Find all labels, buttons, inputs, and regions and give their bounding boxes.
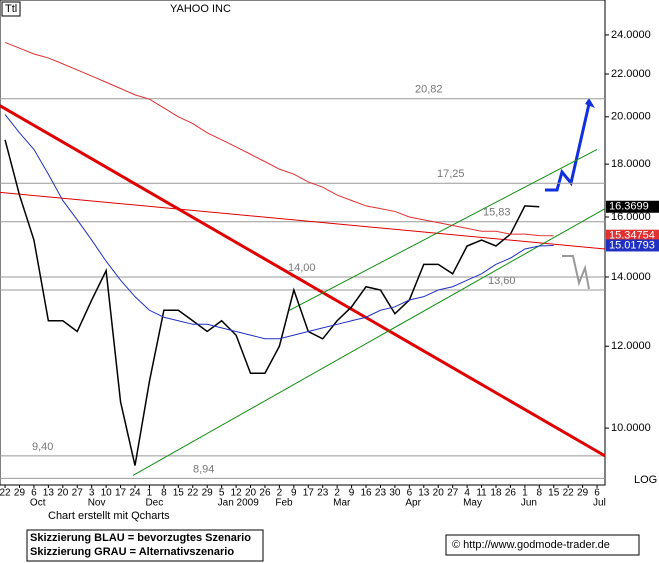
x-tick-label: 5 [219, 488, 225, 499]
y-tick-label: 14.0000 [611, 271, 651, 283]
x-tick-label: 6 [31, 488, 37, 499]
x-tick-label: 15 [548, 488, 560, 499]
x-tick-label: 22 [563, 488, 575, 499]
y-tick-label: 16.0000 [611, 211, 651, 223]
x-tick-label: 3 [89, 488, 95, 499]
x-tick-label: 4 [464, 488, 470, 499]
level-label: 14,00 [288, 262, 316, 274]
level-label: 9,40 [32, 441, 53, 453]
y-tick-label: 20.0000 [611, 111, 651, 123]
price-tag-label: 15.01793 [609, 239, 655, 251]
month-label: Jun [521, 498, 537, 509]
x-tick-label: 20 [433, 488, 445, 499]
x-tick-label: 18 [490, 488, 502, 499]
month-label: Jul [593, 498, 606, 509]
month-label: Feb [275, 498, 293, 509]
x-tick-label: 20 [57, 488, 69, 499]
month-label: Mar [333, 498, 351, 509]
month-label: Oct [30, 498, 46, 509]
month-label: Jan 2009 [218, 498, 260, 509]
x-tick-label: 1 [147, 488, 153, 499]
note-box [26, 529, 264, 562]
log-note: LOG [634, 474, 657, 486]
x-tick-label: 17 [115, 488, 127, 499]
x-tick-label: 29 [577, 488, 589, 499]
trendline [289, 148, 598, 311]
y-tick-label: 18.0000 [611, 158, 651, 170]
x-tick-label: 2 [334, 488, 340, 499]
x-tick-label: 27 [72, 488, 84, 499]
x-tick-label: 9 [291, 488, 297, 499]
credit: Chart erstellt mit Qcharts [48, 510, 170, 522]
series-line [4, 114, 554, 340]
x-tick-label: 20 [245, 488, 257, 499]
x-tick-label: 23 [317, 488, 329, 499]
price-tag [606, 239, 659, 252]
trendline [0, 104, 606, 458]
x-tick-label: 16 [360, 488, 372, 499]
x-tick-label: 27 [447, 488, 459, 499]
x-tick-label: 22 [0, 488, 11, 499]
x-tick-label: 29 [14, 488, 26, 499]
series-line [4, 41, 554, 237]
level-label: 13,60 [488, 275, 516, 287]
level-label: 20,82 [415, 84, 443, 96]
x-tick-label: 6 [407, 488, 413, 499]
month-label: Dec [145, 498, 163, 509]
x-tick-label: 1 [522, 488, 528, 499]
price-tag [606, 229, 659, 242]
month-label: May [463, 498, 482, 509]
price-tag-label: 16.3699 [609, 201, 649, 213]
x-tick-label: 8 [537, 488, 543, 499]
grey-scenario [562, 255, 590, 290]
blue-arrowhead [585, 98, 595, 108]
x-tick-label: 13 [43, 488, 55, 499]
note-grey: Skizzierung GRAU = Alternativszenario [30, 546, 234, 558]
y-tick-label: 22.0000 [611, 68, 651, 80]
y-tick-label: 12.0000 [611, 340, 651, 352]
x-tick-label: 10 [101, 488, 113, 499]
level-label: 8,94 [193, 463, 214, 475]
blue-scenario [545, 103, 591, 192]
x-tick-label: 6 [594, 488, 600, 499]
x-tick-label: 12 [231, 488, 243, 499]
stock-name: YAHOO INC [170, 3, 231, 15]
x-tick-label: 9 [349, 488, 355, 499]
y-tick-label: 10.0000 [611, 422, 651, 434]
price-tag-label: 15.34754 [609, 230, 655, 242]
x-tick-label: 2 [277, 488, 283, 499]
level-label: 15,83 [483, 207, 511, 219]
copyright: © http://www.godmode-trader.de [452, 539, 610, 551]
x-tick-label: 22 [187, 488, 199, 499]
ticker-box [1, 1, 21, 17]
series-line [4, 139, 540, 466]
ticker: Ttl [5, 3, 17, 15]
month-label: Nov [88, 498, 106, 509]
month-label: Apr [405, 498, 421, 509]
x-tick-label: 26 [259, 488, 271, 499]
plot-frame [0, 0, 606, 486]
level-label: 17,25 [437, 168, 465, 180]
copyright-box [445, 534, 640, 556]
x-tick-label: 29 [202, 488, 214, 499]
x-tick-label: 8 [161, 488, 167, 499]
trendline [132, 208, 606, 476]
x-tick-label: 15 [173, 488, 185, 499]
x-tick-label: 17 [303, 488, 315, 499]
x-tick-label: 30 [389, 488, 401, 499]
x-tick-label: 24 [129, 488, 141, 499]
x-tick-label: 11 [476, 488, 487, 499]
x-tick-label: 23 [375, 488, 387, 499]
y-tick-label: 24.0000 [611, 29, 651, 41]
note-blue: Skizzierung BLAU = bevorzugtes Szenario [30, 532, 251, 544]
x-tick-label: 26 [505, 488, 517, 499]
x-tick-label: 13 [418, 488, 430, 499]
price-tag [606, 200, 659, 213]
